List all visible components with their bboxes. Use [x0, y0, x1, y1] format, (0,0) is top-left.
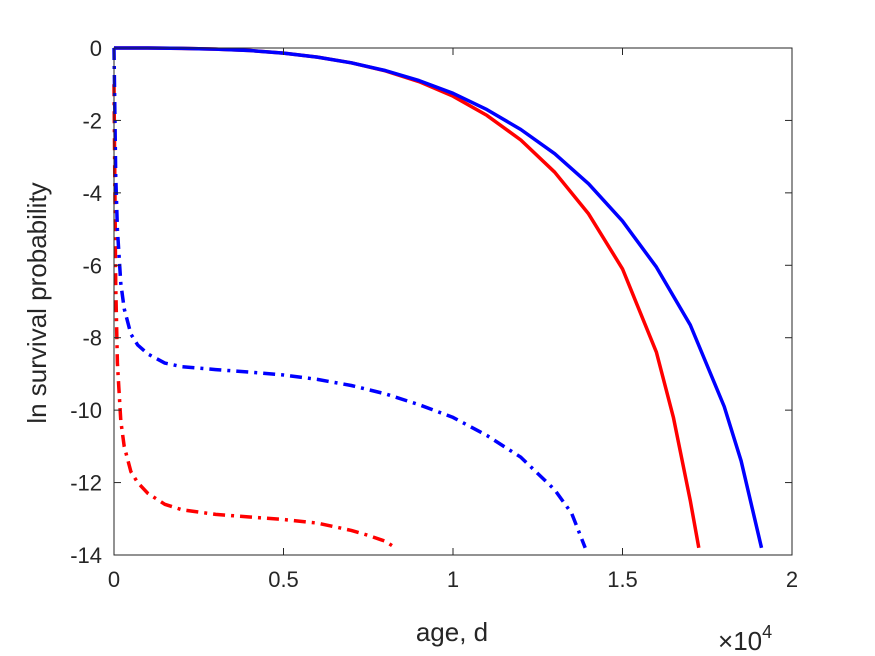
plot-lines [112, 46, 764, 550]
multiplier-exponent: 4 [762, 622, 772, 642]
x-axis-ticks: 0 0.5 1 1.5 2 [108, 48, 798, 592]
y-tick-label: -12 [70, 471, 102, 496]
y-tick-label: -2 [82, 108, 102, 133]
x-tick-label: 0.5 [268, 567, 299, 592]
y-tick-label: -8 [82, 326, 102, 351]
y-tick-label: -6 [82, 253, 102, 278]
multiplier-times: × [718, 626, 733, 656]
y-tick-label: -14 [70, 543, 102, 568]
multiplier-base: 10 [733, 626, 762, 656]
y-tick-label: 0 [90, 36, 102, 61]
y-axis-label: ln survival probability [22, 182, 52, 423]
y-tick-label: -10 [70, 398, 102, 423]
x-tick-label: 0 [108, 567, 120, 592]
x-tick-label: 2 [786, 567, 798, 592]
x-axis-label: age, d [416, 617, 488, 647]
x-axis-multiplier: ×104 [718, 622, 772, 656]
x-tick-label: 1.5 [607, 567, 638, 592]
x-tick-label: 1 [447, 567, 459, 592]
series-line-4-dashdot [112, 47, 587, 549]
series-line-3-dashdot [112, 84, 397, 550]
y-tick-label: -4 [82, 181, 102, 206]
series-line-2-solid [114, 46, 764, 549]
y-axis-ticks: 0 -2 -4 -6 -8 -10 -12 -14 [70, 36, 792, 568]
